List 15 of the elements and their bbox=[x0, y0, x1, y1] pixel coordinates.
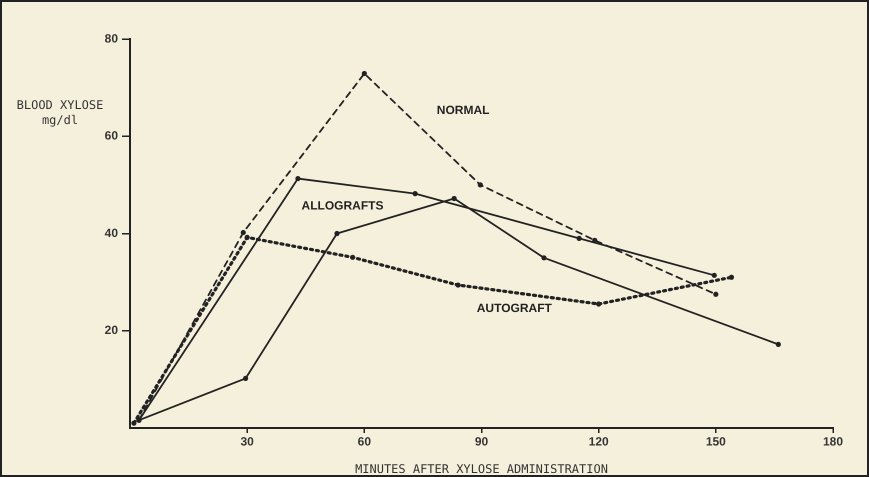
series-label: AUTOGRAFT bbox=[476, 300, 553, 315]
x-axis-title: MINUTES AFTER XYLOSE ADMINISTRATION bbox=[355, 462, 608, 476]
x-tick-label: 120 bbox=[588, 434, 609, 449]
series-label: NORMAL bbox=[436, 103, 490, 118]
x-tick-label: 180 bbox=[822, 434, 844, 449]
y-tick-label: 20 bbox=[104, 323, 118, 338]
y-tick-label: 40 bbox=[104, 226, 118, 240]
x-tick-label: 60 bbox=[358, 434, 372, 449]
series-label: ALLOGRAFTS bbox=[302, 198, 384, 212]
y-tick-label: 60 bbox=[104, 128, 118, 143]
y-axis-title: BLOOD XYLOSE mg/dl bbox=[16, 98, 104, 128]
x-tick-label: 90 bbox=[474, 434, 488, 449]
x-tick-label: 30 bbox=[240, 434, 254, 449]
x-tick-label: 150 bbox=[706, 434, 726, 449]
y-tick-label: 80 bbox=[104, 31, 118, 46]
